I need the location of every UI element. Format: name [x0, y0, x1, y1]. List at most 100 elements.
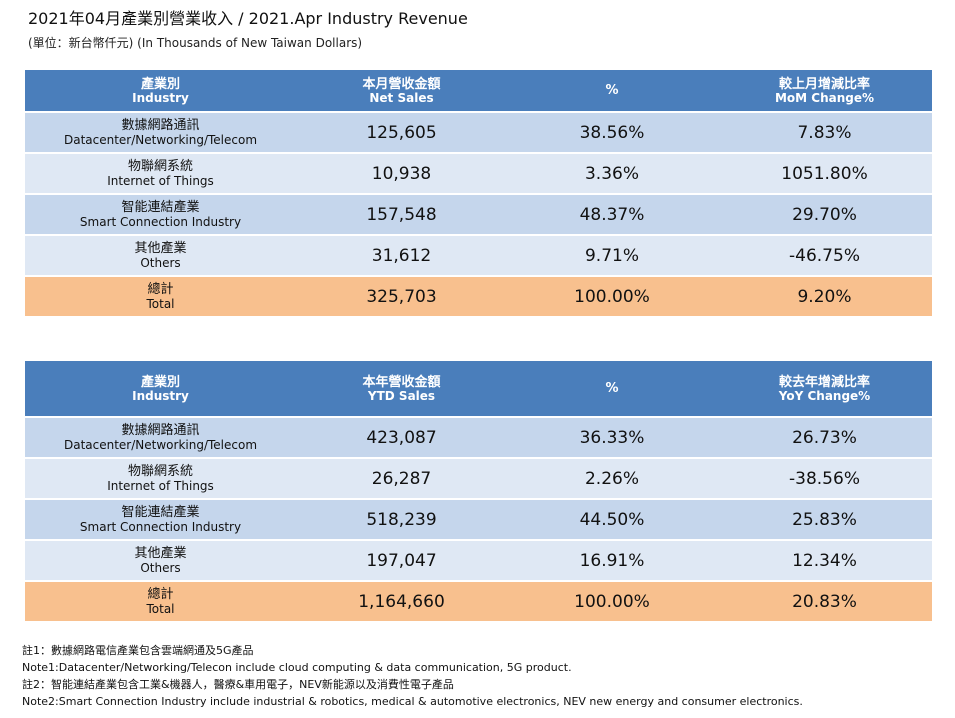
change-cell: 29.70%: [717, 193, 932, 234]
header-industry: 產業別 Industry: [25, 70, 296, 111]
table-row: 其他產業 Others 31,612 9.71% -46.75%: [25, 234, 932, 275]
ytd-revenue-table: 產業別 Industry 本年營收金額 YTD Sales % 較去年增減比率 YoY…: [25, 361, 932, 621]
page-title: 2021年04月產業別營業收入 / 2021.Apr Industry Reve…: [28, 9, 468, 28]
change-cell: -38.56%: [717, 457, 932, 498]
header-en: YTD Sales: [367, 388, 436, 403]
total-row: 總計 Total 325,703 100.00% 9.20%: [25, 275, 932, 316]
header-percent: %: [507, 70, 717, 111]
percent-cell: 2.26%: [507, 457, 717, 498]
note-2-en: Note2:Smart Connection Industry include …: [22, 695, 803, 708]
total-percent-cell: 100.00%: [507, 580, 717, 621]
table-row: 物聯網系統 Internet of Things 26,287 2.26% -38…: [25, 457, 932, 498]
footnotes: 註1：數據網路電信產業包含雲端網通及5G產品 Note1:Datacenter/…: [22, 642, 803, 710]
header-net-sales: 本月營收金額 Net Sales: [296, 70, 507, 111]
percent-cell: 48.37%: [507, 193, 717, 234]
industry-zh: 數據網路通訊: [121, 423, 200, 438]
industry-cell: 其他產業 Others: [25, 539, 296, 580]
header-zh: 本月營收金額: [362, 76, 441, 92]
header-zh: %: [605, 381, 619, 396]
table-row: 其他產業 Others 197,047 16.91% 12.34%: [25, 539, 932, 580]
header-zh: 本年營收金額: [362, 374, 441, 390]
industry-cell: 物聯網系統 Internet of Things: [25, 152, 296, 193]
table-row: 物聯網系統 Internet of Things 10,938 3.36% 105…: [25, 152, 932, 193]
industry-en: Datacenter/Networking/Telecom: [63, 133, 258, 147]
header-zh: 較上月增減比率: [778, 76, 870, 92]
table-header-row: 產業別 Industry 本年營收金額 YTD Sales % 較去年增減比率 YoY…: [25, 361, 932, 416]
header-en: Industry: [132, 388, 189, 403]
change-cell: 1051.80%: [717, 152, 932, 193]
percent-cell: 36.33%: [507, 416, 717, 457]
header-en: Industry: [132, 90, 189, 105]
sales-cell: 26,287: [296, 457, 507, 498]
note-1-en: Note1:Datacenter/Networking/Telecon incl…: [22, 661, 572, 674]
total-change-cell: 9.20%: [717, 275, 932, 316]
header-percent: %: [507, 361, 717, 416]
percent-cell: 16.91%: [507, 539, 717, 580]
total-change-cell: 20.83%: [717, 580, 932, 621]
total-label-cell: 總計 Total: [25, 275, 296, 316]
percent-cell: 44.50%: [507, 498, 717, 539]
total-sales-cell: 325,703: [296, 275, 507, 316]
header-en: Net Sales: [369, 90, 434, 105]
industry-en: Smart Connection Industry: [79, 215, 242, 229]
industry-zh: 其他產業: [134, 241, 187, 256]
sales-cell: 10,938: [296, 152, 507, 193]
unit-note: (單位：新台幣仟元) (In Thousands of New Taiwan D…: [28, 36, 363, 50]
industry-en: Datacenter/Networking/Telecom: [63, 438, 258, 452]
industry-cell: 物聯網系統 Internet of Things: [25, 457, 296, 498]
industry-en: Others: [140, 561, 181, 575]
header-en: YoY Change%: [778, 388, 871, 403]
total-en: Total: [146, 602, 175, 616]
total-sales-cell: 1,164,660: [296, 580, 507, 621]
industry-cell: 數據網路通訊 Datacenter/Networking/Telecom: [25, 416, 296, 457]
header-zh: %: [605, 83, 619, 98]
industry-en: Smart Connection Industry: [79, 520, 242, 534]
industry-cell: 智能連結產業 Smart Connection Industry: [25, 498, 296, 539]
industry-zh: 物聯網系統: [127, 464, 193, 479]
industry-zh: 智能連結產業: [121, 505, 200, 520]
table-row: 數據網路通訊 Datacenter/Networking/Telecom 423,…: [25, 416, 932, 457]
header-industry: 產業別 Industry: [25, 361, 296, 416]
monthly-revenue-table: 產業別 Industry 本月營收金額 Net Sales % 較上月增減比率 MoM…: [25, 70, 932, 316]
total-row: 總計 Total 1,164,660 100.00% 20.83%: [25, 580, 932, 621]
total-percent-cell: 100.00%: [507, 275, 717, 316]
header-yoy-change: 較去年增減比率 YoY Change%: [717, 361, 932, 416]
industry-en: Others: [140, 256, 181, 270]
industry-zh: 智能連結產業: [121, 200, 200, 215]
percent-cell: 3.36%: [507, 152, 717, 193]
change-cell: -46.75%: [717, 234, 932, 275]
sales-cell: 423,087: [296, 416, 507, 457]
change-cell: 7.83%: [717, 111, 932, 152]
total-label-cell: 總計 Total: [25, 580, 296, 621]
sales-cell: 125,605: [296, 111, 507, 152]
total-en: Total: [146, 297, 175, 311]
percent-cell: 9.71%: [507, 234, 717, 275]
note-2-zh: 註2：智能連結產業包含工業&機器人，醫療&車用電子，NEV新能源以及消費性電子產…: [22, 678, 454, 691]
table-row: 數據網路通訊 Datacenter/Networking/Telecom 125,…: [25, 111, 932, 152]
sales-cell: 518,239: [296, 498, 507, 539]
table-header-row: 產業別 Industry 本月營收金額 Net Sales % 較上月增減比率 MoM…: [25, 70, 932, 111]
percent-cell: 38.56%: [507, 111, 717, 152]
header-en: MoM Change%: [774, 90, 875, 105]
total-zh: 總計: [147, 282, 174, 297]
table-row: 智能連結產業 Smart Connection Industry 157,548 …: [25, 193, 932, 234]
header-zh: 產業別: [140, 76, 180, 92]
industry-zh: 數據網路通訊: [121, 118, 200, 133]
header-zh: 產業別: [140, 374, 180, 390]
change-cell: 26.73%: [717, 416, 932, 457]
industry-cell: 智能連結產業 Smart Connection Industry: [25, 193, 296, 234]
header-mom-change: 較上月增減比率 MoM Change%: [717, 70, 932, 111]
industry-cell: 數據網路通訊 Datacenter/Networking/Telecom: [25, 111, 296, 152]
industry-en: Internet of Things: [107, 479, 214, 493]
change-cell: 12.34%: [717, 539, 932, 580]
table-row: 智能連結產業 Smart Connection Industry 518,239 …: [25, 498, 932, 539]
sales-cell: 31,612: [296, 234, 507, 275]
industry-zh: 物聯網系統: [127, 159, 193, 174]
sales-cell: 197,047: [296, 539, 507, 580]
total-zh: 總計: [147, 587, 174, 602]
industry-zh: 其他產業: [134, 546, 187, 561]
industry-en: Internet of Things: [107, 174, 214, 188]
change-cell: 25.83%: [717, 498, 932, 539]
header-zh: 較去年增減比率: [778, 374, 870, 390]
note-1-zh: 註1：數據網路電信產業包含雲端網通及5G產品: [22, 644, 254, 657]
